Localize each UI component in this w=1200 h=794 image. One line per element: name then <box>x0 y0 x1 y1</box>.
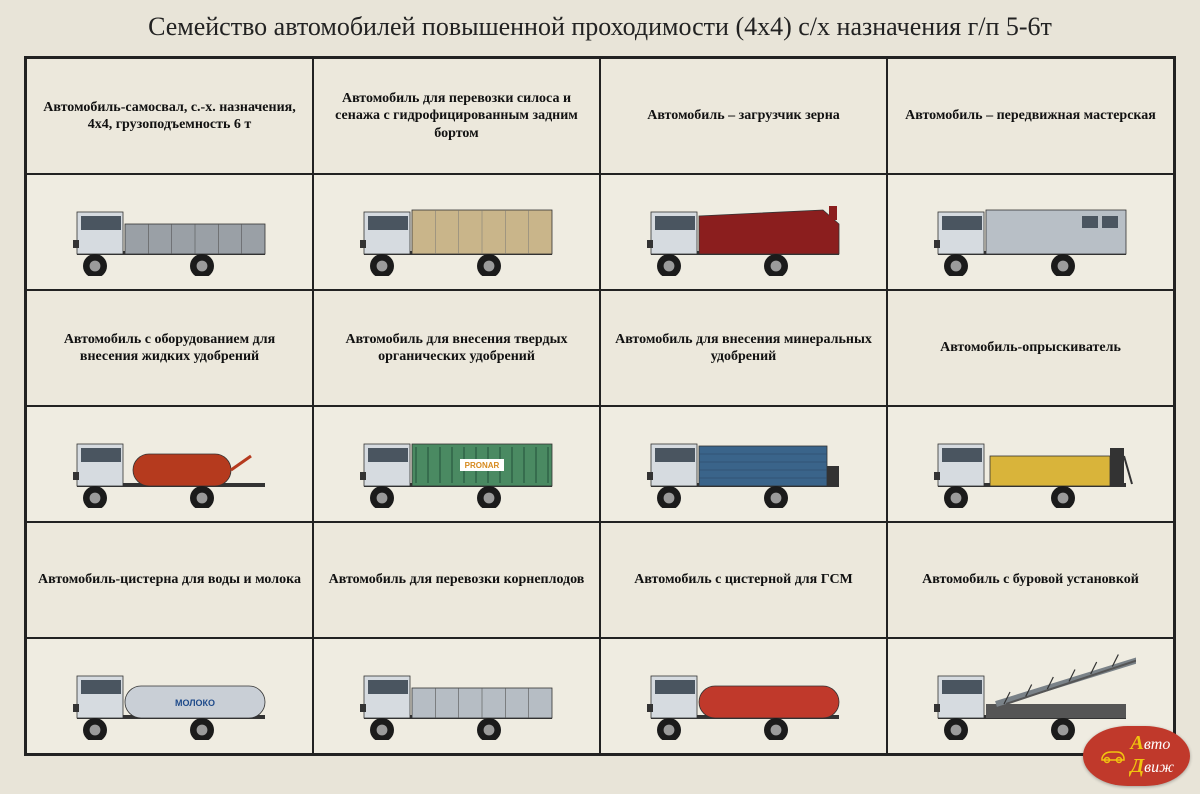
vehicle-image <box>600 174 887 290</box>
vehicle-image <box>26 406 313 522</box>
watermark-text: Авто Движ <box>1131 732 1175 778</box>
car-icon <box>1099 746 1127 764</box>
page-title: Семейство автомобилей повышенной проходи… <box>24 12 1176 42</box>
vehicle-image <box>313 638 600 754</box>
vehicle-label: Автомобиль для перевозки корнеплодов <box>313 522 600 638</box>
vehicle-label: Автомобиль – загрузчик зерна <box>600 58 887 174</box>
vehicle-image <box>600 638 887 754</box>
vehicle-image <box>26 174 313 290</box>
vehicle-image: PRONAR <box>313 406 600 522</box>
vehicle-label: Автомобиль – передвижная мастерская <box>887 58 1174 174</box>
vehicle-label: Автомобиль для внесения минеральных удоб… <box>600 290 887 406</box>
vehicle-label: Автомобиль-опрыскиватель <box>887 290 1174 406</box>
vehicle-image <box>887 174 1174 290</box>
vehicle-label: Автомобиль с оборудованием для внесения … <box>26 290 313 406</box>
vehicle-grid: Автомобиль-самосвал, с.-х. назначения, 4… <box>24 56 1176 756</box>
vehicle-image <box>887 406 1174 522</box>
vehicle-label: Автомобиль-самосвал, с.-х. назначения, 4… <box>26 58 313 174</box>
vehicle-image <box>313 174 600 290</box>
logo-watermark: Авто Движ <box>1083 726 1191 786</box>
vehicle-image <box>600 406 887 522</box>
vehicle-label: Автомобиль с буровой установкой <box>887 522 1174 638</box>
vehicle-label: Автомобиль для внесения твердых органиче… <box>313 290 600 406</box>
vehicle-label: Автомобиль с цистерной для ГСМ <box>600 522 887 638</box>
svg-text:PRONAR: PRONAR <box>464 461 499 470</box>
vehicle-image: МОЛОКО <box>26 638 313 754</box>
svg-text:МОЛОКО: МОЛОКО <box>174 698 214 708</box>
vehicle-label: Автомобиль для перевозки силоса и сенажа… <box>313 58 600 174</box>
vehicle-label: Автомобиль-цистерна для воды и молока <box>26 522 313 638</box>
